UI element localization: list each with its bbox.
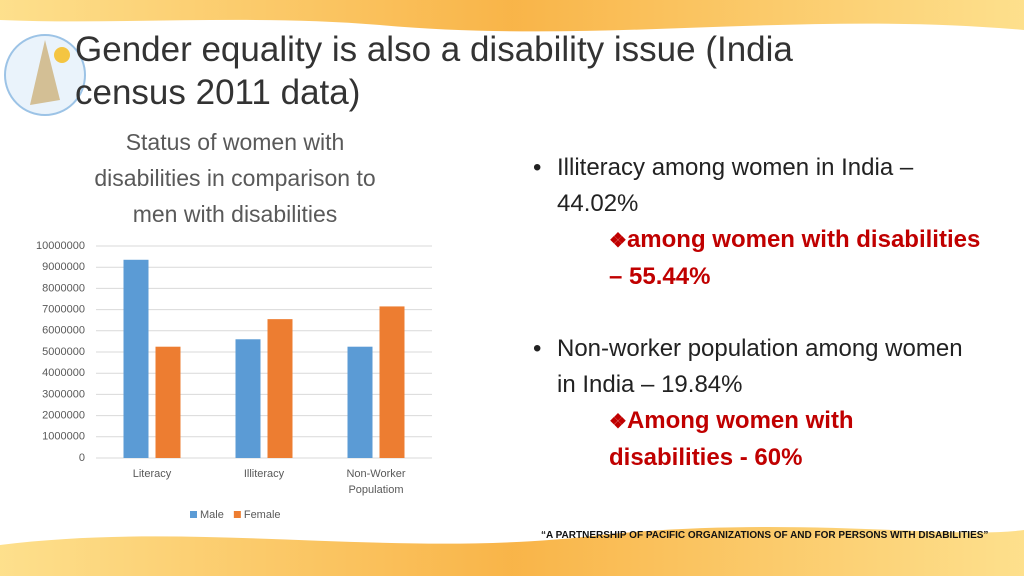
- bullet-list: Illiteracy among women in India – 44.02%…: [533, 150, 983, 512]
- legend-swatch: [233, 511, 241, 518]
- y-tick-label: 8000000: [42, 282, 85, 294]
- y-tick-label: 5000000: [42, 346, 85, 358]
- sub-bullet: among women with disabilities – 55.44%: [609, 222, 983, 295]
- y-tick-label: 4000000: [42, 367, 85, 379]
- bar: [347, 346, 373, 458]
- bar: [155, 346, 181, 458]
- bar: [235, 339, 261, 458]
- sub-bullet: Among women with disabilities - 60%: [609, 403, 983, 476]
- y-tick-label: 6000000: [42, 325, 85, 337]
- bullet: Illiteracy among women in India – 44.02%: [533, 150, 983, 222]
- footer: “A PARTNERSHIP OF PACIFIC ORGANIZATIONS …: [541, 530, 989, 541]
- x-tick-label: Literacy: [132, 468, 172, 480]
- chart: 0 1000000 2000000 3000000 4000000 5000000 6000…: [36, 240, 432, 521]
- bar: [379, 306, 405, 458]
- y-tick-label: 9000000: [42, 261, 85, 273]
- bar: [123, 259, 149, 458]
- y-tick-label: 2000000: [42, 410, 85, 422]
- bar: [267, 319, 293, 458]
- legend-swatch: [190, 511, 197, 518]
- legend-label: Female: [244, 509, 281, 521]
- legend-label: Male: [200, 509, 224, 521]
- chart-title: Status of women with disabilities in com…: [94, 129, 376, 227]
- bullet: Non-worker population among women in Ind…: [533, 331, 983, 403]
- x-tick-label: Illiteracy: [243, 468, 285, 480]
- slide-title: Gender equality is also a disability iss…: [75, 30, 793, 112]
- y-tick-label: 1000000: [42, 431, 85, 443]
- y-tick-label: 7000000: [42, 304, 85, 316]
- y-tick-label: 10000000: [36, 240, 85, 252]
- y-tick-label: 0: [79, 452, 85, 464]
- y-tick-label: 3000000: [42, 388, 85, 400]
- x-tick-label: Non-Worker Populatiom: [346, 468, 406, 496]
